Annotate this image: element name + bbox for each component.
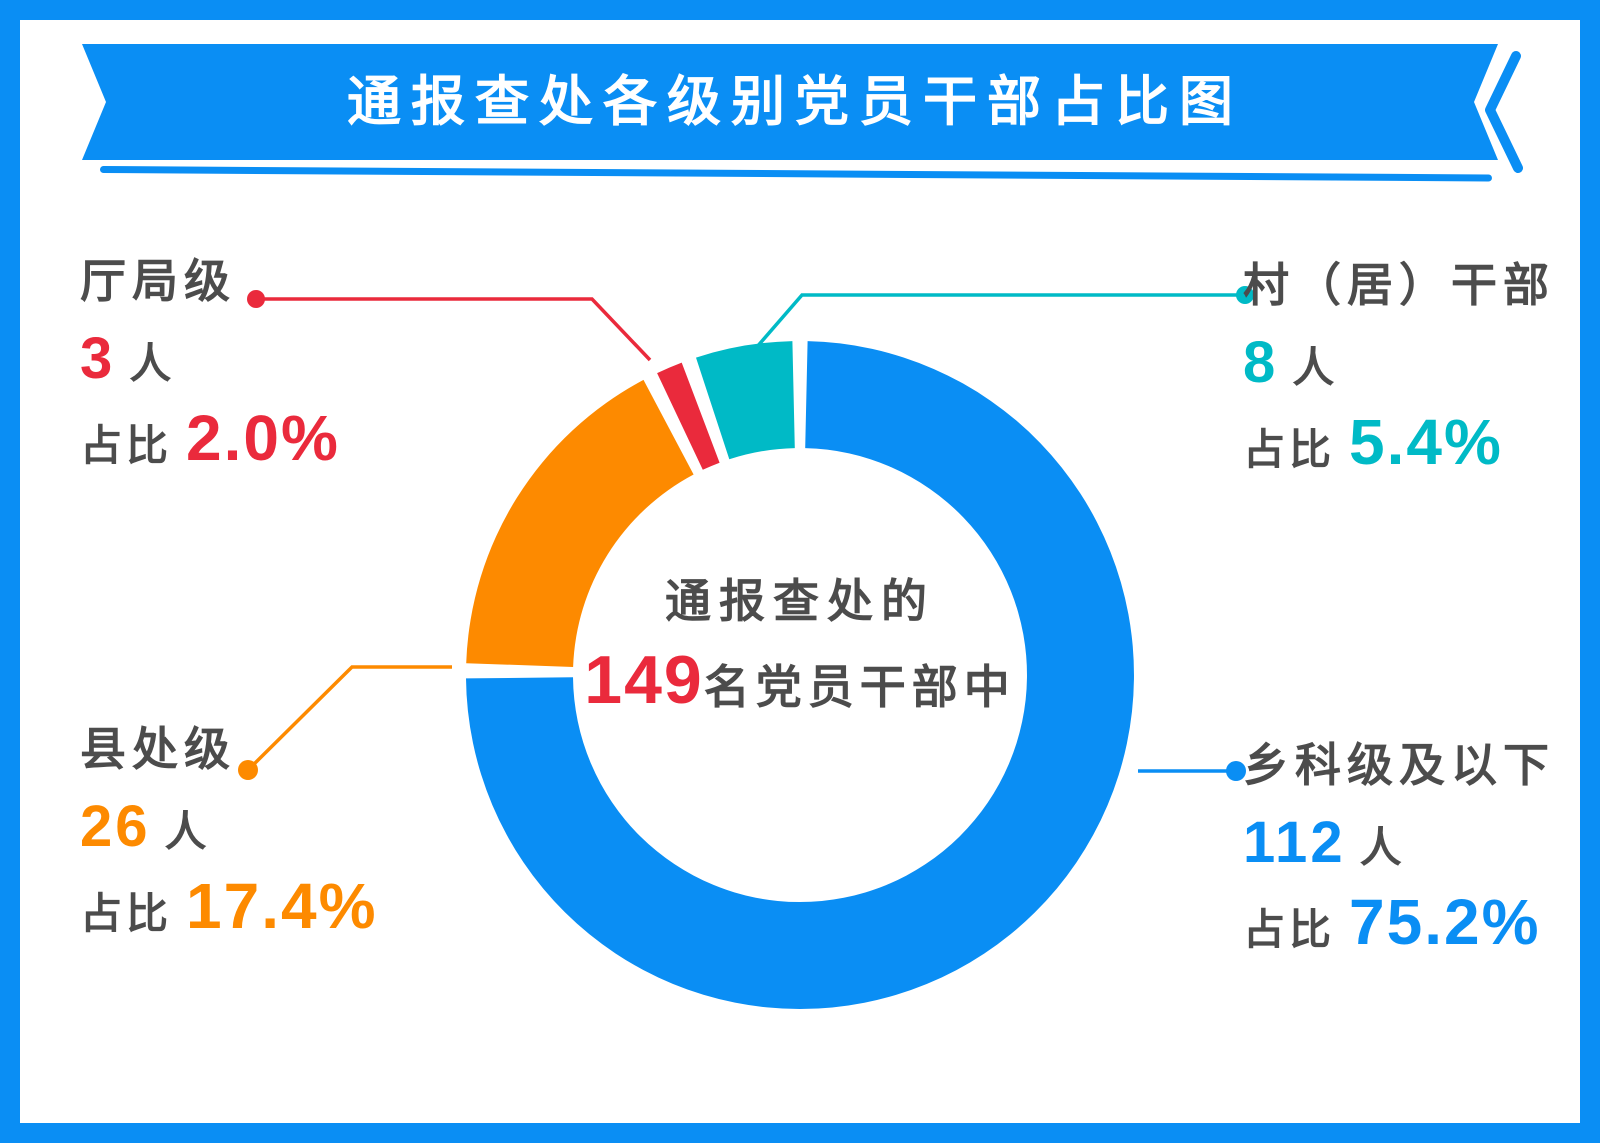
segment-label-xiangkeji: 乡科级及以下 112 人 占比 75.2% [1243,742,1555,954]
segment-label-tingjuji: 厅局级 3 人 占比 2.0% [80,258,340,470]
segment-count-row: 3 人 [80,330,340,388]
total-count-value: 149 [584,642,704,718]
segment-name: 乡科级及以下 [1243,739,1555,791]
segment-pct-word: 占比 [80,422,173,469]
segment-count-row: 8 人 [1243,334,1555,392]
segment-count-unit: 人 [164,808,207,855]
title-banner: 通报查处各级别党员干部占比图 [82,44,1498,160]
donut-segment-bottom-left [466,379,694,667]
segment-name: 县处级 [80,723,236,775]
segment-count-value: 26 [80,794,151,859]
segment-count-row: 112 人 [1243,814,1555,872]
segment-pct-row: 占比 75.2% [1243,890,1555,954]
leader-line-bottom-left [246,665,452,772]
segment-count-value: 112 [1243,810,1346,875]
segment-pct-value: 17.4% [186,870,378,942]
segment-count-unit: 人 [129,340,172,387]
segment-pct-value: 5.4% [1349,406,1503,478]
donut-center-label: 通报查处的 149 名党员干部中 [584,578,1015,714]
segment-pct-row: 占比 5.4% [1243,410,1555,474]
center-label-line2: 149 名党员干部中 [584,646,1015,714]
segment-count-row: 26 人 [80,798,377,856]
donut-segment-bottom-right [466,341,1134,1010]
segment-pct-row: 占比 17.4% [80,874,377,938]
segment-label-cunju-ganbu: 村（居）干部 8 人 占比 5.4% [1243,262,1555,474]
banner-chevron-icon [1485,51,1523,173]
leader-dot-top-right [1236,286,1254,304]
segment-pct-word: 占比 [1243,906,1336,953]
leader-dot-bottom-right [1226,761,1246,781]
segment-count-value: 3 [80,326,116,391]
segment-name: 厅局级 [80,255,236,307]
segment-pct-value: 75.2% [1349,886,1541,958]
segment-label-xianchuji: 县处级 26 人 占比 17.4% [80,726,377,938]
segment-count-unit: 人 [1359,824,1402,871]
segment-pct-value: 2.0% [186,402,340,474]
segment-name: 村（居）干部 [1243,259,1555,311]
segment-count-unit: 人 [1292,344,1335,391]
leader-line-top-right [754,293,1245,350]
segment-pct-word: 占比 [1243,426,1336,473]
donut-segment-top-right [696,341,795,460]
donut-segment-top-left [657,362,720,470]
page-title: 通报查处各级别党员干部占比图 [347,72,1243,132]
donut-chart [238,286,1254,1010]
leader-dot-top-left [247,290,265,308]
segment-pct-row: 占比 2.0% [80,406,340,470]
segment-count-value: 8 [1243,330,1279,395]
center-label-suffix: 名党员干部中 [703,661,1016,713]
leader-line-top-left [256,297,652,362]
leader-dot-bottom-left [238,760,258,780]
center-label-line1: 通报查处的 [665,575,935,627]
segment-pct-word: 占比 [80,890,173,937]
